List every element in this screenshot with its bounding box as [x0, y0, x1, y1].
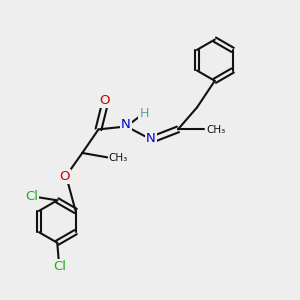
Text: CH₃: CH₃ [109, 153, 128, 163]
Text: H: H [140, 107, 149, 120]
Text: CH₃: CH₃ [206, 125, 225, 135]
Text: N: N [146, 132, 156, 145]
Text: O: O [59, 170, 70, 183]
Text: Cl: Cl [54, 260, 67, 273]
Text: N: N [121, 118, 131, 131]
Text: O: O [100, 94, 110, 107]
Text: Cl: Cl [25, 190, 38, 203]
